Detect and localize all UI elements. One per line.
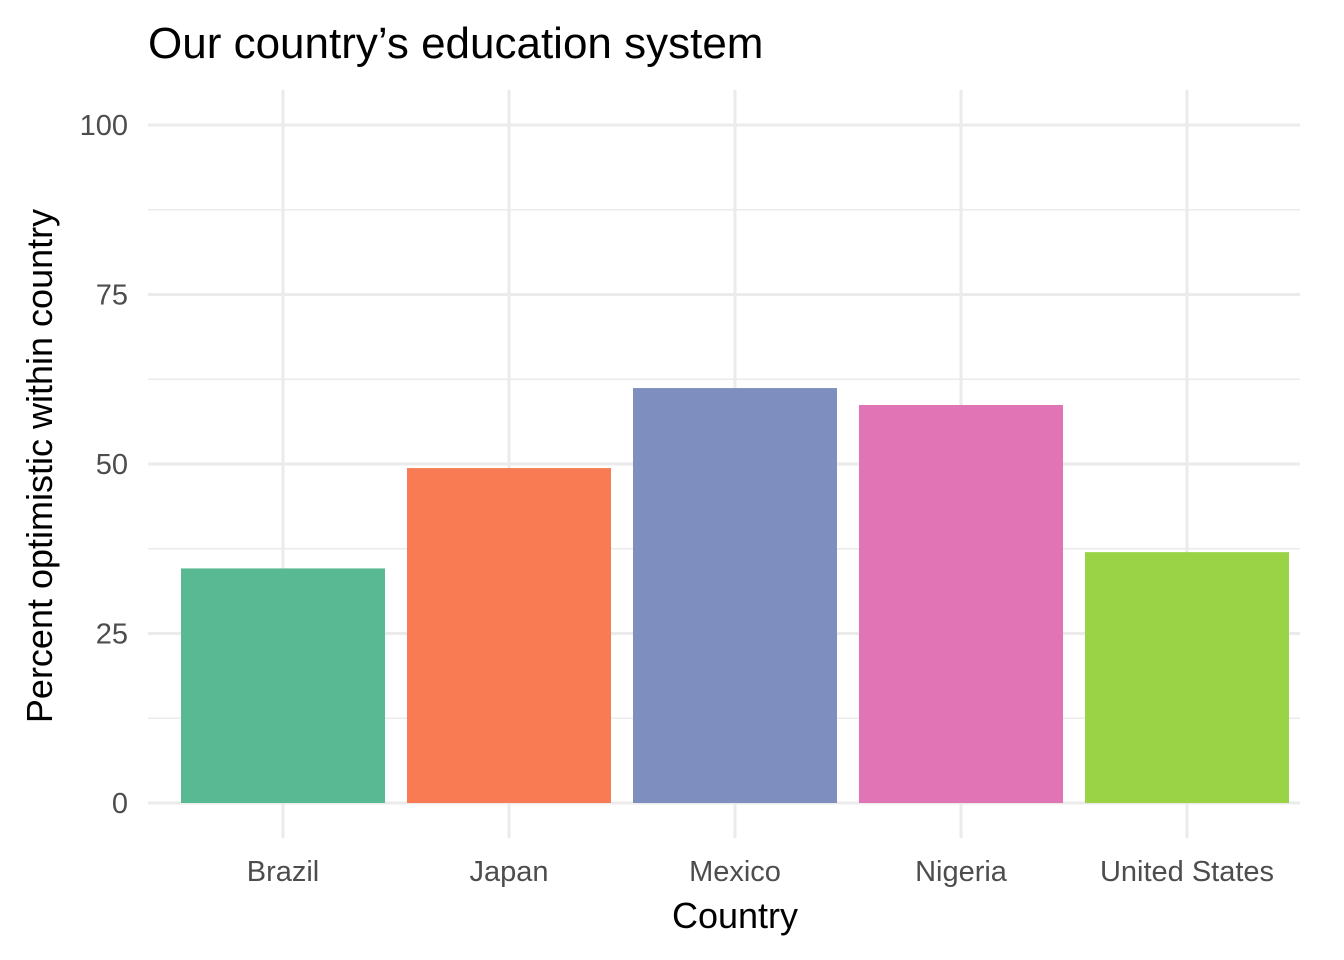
x-tick-label: Nigeria	[915, 856, 1008, 888]
y-tick-labels: 0 25 50 75 100	[80, 110, 128, 820]
y-axis-title: Percent optimistic within country	[19, 209, 60, 723]
y-tick-label: 25	[96, 619, 128, 651]
bar-nigeria	[859, 405, 1063, 803]
x-tick-label: United States	[1100, 856, 1274, 888]
x-tick-labels: Brazil Japan Mexico Nigeria United States	[247, 856, 1274, 888]
y-tick-label: 75	[96, 280, 128, 312]
x-axis-title: Country	[672, 895, 798, 936]
chart-title: Our country’s education system	[148, 19, 763, 68]
bar-japan	[407, 468, 611, 803]
x-tick-label: Mexico	[689, 856, 781, 888]
bar-united-states	[1085, 552, 1289, 803]
y-tick-label: 0	[112, 788, 128, 820]
x-tick-label: Japan	[469, 856, 548, 888]
y-tick-label: 50	[96, 449, 128, 481]
bar-mexico	[633, 388, 837, 803]
y-tick-label: 100	[80, 110, 128, 142]
x-tick-label: Brazil	[247, 856, 320, 888]
bars	[181, 388, 1289, 803]
bar-brazil	[181, 568, 385, 803]
